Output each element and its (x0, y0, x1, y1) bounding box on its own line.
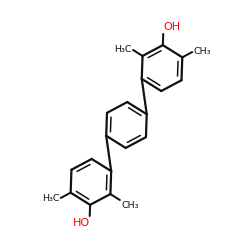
Text: H₃C: H₃C (42, 194, 59, 203)
Text: CH₃: CH₃ (121, 201, 139, 210)
Text: HO: HO (72, 218, 90, 228)
Text: OH: OH (163, 22, 180, 32)
Text: H₃C: H₃C (114, 44, 132, 54)
Text: CH₃: CH₃ (194, 47, 211, 56)
